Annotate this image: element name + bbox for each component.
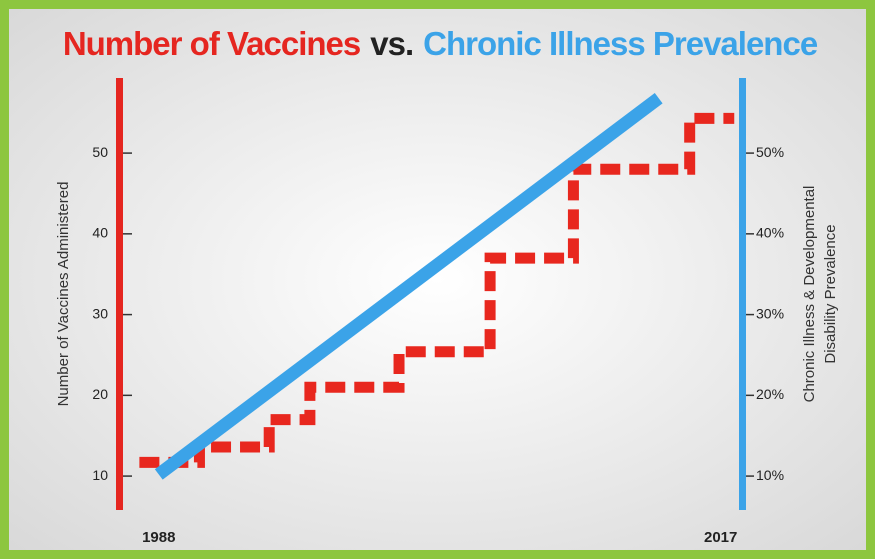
series-line (154, 92, 663, 480)
x-tick-label: 2017 (704, 529, 737, 546)
y-axis-label: Number of Vaccines Administered (55, 182, 72, 407)
y-tick-label: 20 (92, 386, 108, 402)
y-tick-label: 40 (92, 225, 108, 241)
y2-axis (739, 78, 746, 510)
y-tick-label: 50 (92, 144, 108, 160)
y2-axis-label: Chronic Illness & Developmental (801, 186, 818, 403)
y-axis (116, 78, 123, 510)
x-tick-label: 1988 (142, 529, 175, 546)
title-part: Number of Vaccines (63, 25, 360, 62)
series-line (139, 112, 735, 468)
y2-tick-label: 50% (756, 144, 784, 160)
background (9, 9, 866, 550)
y-tick-label: 10 (92, 467, 108, 483)
y2-tick-label: 40% (756, 225, 784, 241)
y-tick-label: 30 (92, 305, 108, 321)
y2-tick-label: 30% (756, 305, 784, 321)
y2-axis-label: Disability Prevalence (822, 224, 839, 363)
y2-tick-label: 10% (756, 467, 784, 483)
y2-tick-label: 20% (756, 386, 784, 402)
title-part: vs. (370, 25, 413, 62)
title-part: Chronic Illness Prevalence (423, 25, 818, 62)
chart-title: Number of Vaccines vs. Chronic Illness Pre… (63, 25, 818, 62)
